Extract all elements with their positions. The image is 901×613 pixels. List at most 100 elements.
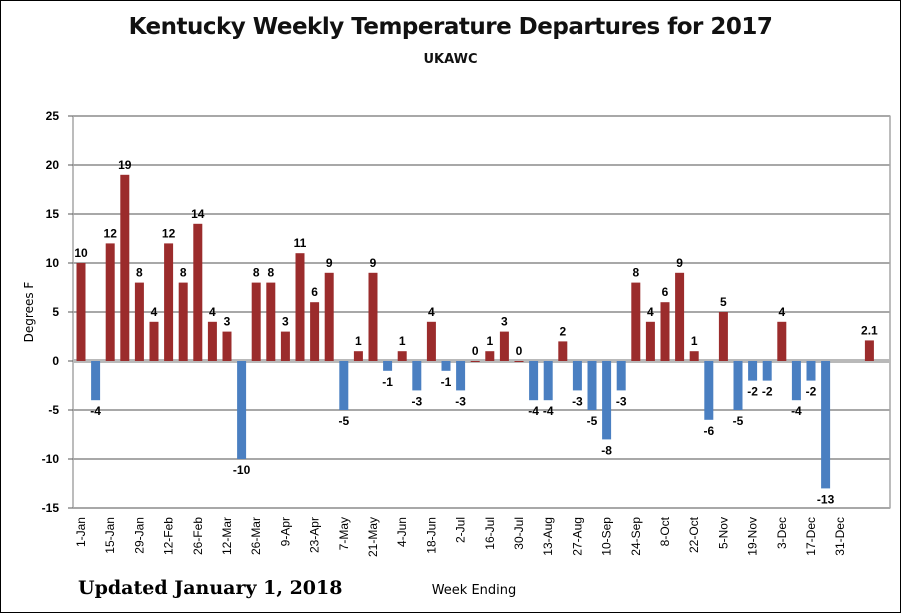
data-label: -3 — [572, 394, 583, 408]
bar-5-Mar — [207, 321, 217, 361]
bar-19-Feb — [178, 282, 188, 361]
y-tick-label: 25 — [46, 109, 60, 123]
x-tick-label: 15-Jan — [103, 517, 117, 554]
bar-19-Nov — [748, 361, 758, 381]
data-label: 8 — [180, 266, 187, 280]
bar-12-Nov — [733, 361, 743, 410]
data-label: 9 — [676, 256, 683, 270]
x-tick-label: 4-Jun — [395, 517, 409, 547]
bar-12-Feb — [164, 243, 174, 361]
data-label: 8 — [253, 266, 260, 280]
y-tick-label: 5 — [52, 305, 59, 319]
data-label: 4 — [209, 305, 216, 319]
data-label: 3 — [224, 315, 231, 329]
bar-5-Feb — [149, 321, 159, 361]
x-tick-label: 2-Jul — [454, 517, 468, 543]
data-label: 10 — [74, 246, 88, 260]
bar-26-Mar — [251, 282, 261, 361]
bar-22-Jan — [120, 174, 130, 361]
x-tick-label: 1-Jan — [74, 517, 88, 547]
data-label: 2 — [559, 324, 566, 338]
bar-26-Feb — [193, 223, 203, 361]
bar-25-Jun — [441, 361, 451, 371]
bar-3-Dec — [777, 321, 787, 361]
data-label: -5 — [338, 414, 349, 428]
data-label: -4 — [543, 404, 554, 418]
data-label: 1 — [486, 334, 493, 348]
bar-6-Aug — [529, 361, 539, 401]
data-label: 1 — [355, 334, 362, 348]
data-label: -3 — [411, 394, 422, 408]
bar-10-Dec — [791, 361, 801, 401]
x-tick-label: 23-Apr — [308, 517, 322, 553]
data-label: -4 — [791, 404, 802, 418]
bar-3-Sep — [587, 361, 597, 410]
bar-16-Jul — [485, 351, 495, 361]
bar-18-Jun — [426, 321, 436, 361]
bar-20-Aug — [558, 341, 568, 361]
x-tick-label: 8-Oct — [658, 516, 672, 546]
x-tick-label: 26-Mar — [249, 517, 263, 555]
updated-note: Updated January 1, 2018 — [78, 577, 343, 599]
bar-23-Jul — [499, 331, 509, 361]
x-tick-label: 30-Jul — [512, 517, 526, 550]
x-tick-label: 31-Dec — [833, 517, 847, 556]
x-tick-label: 29-Jan — [132, 517, 146, 554]
bar-9-Apr — [280, 331, 290, 361]
data-label: 9 — [370, 256, 377, 270]
data-label: -4 — [90, 404, 101, 418]
bar-27-Aug — [572, 361, 582, 391]
data-label: 8 — [136, 266, 143, 280]
x-axis-ticks: 1-Jan 15-Jan 29-Jan 12-Feb 26-Feb 12-Mar 26-Ma… — [74, 516, 847, 557]
data-label: 3 — [282, 315, 289, 329]
y-tick-label: -10 — [42, 452, 60, 466]
data-label: 1 — [691, 334, 698, 348]
bar-29-Jan — [134, 282, 144, 361]
bar-16-Apr — [295, 253, 305, 361]
x-axis-label: Week Ending — [431, 583, 517, 598]
data-label: 19 — [118, 158, 132, 172]
data-label: 6 — [662, 285, 669, 299]
bar-28-May — [383, 361, 393, 371]
data-label: -1 — [382, 375, 393, 389]
data-label: -3 — [616, 394, 627, 408]
data-label: -8 — [601, 443, 612, 457]
data-label: 4 — [778, 305, 785, 319]
chart-subtitle: UKAWC — [423, 52, 478, 67]
bar-8-Jan — [91, 361, 101, 401]
y-axis-label: Degrees F — [22, 281, 36, 343]
bar-9-Jul — [470, 361, 480, 362]
bar-11-Jun — [412, 361, 422, 391]
bar-2-Apr — [266, 282, 276, 361]
data-label: 4 — [428, 305, 435, 319]
y-tick-label: -5 — [48, 403, 59, 417]
data-label: -2 — [806, 385, 817, 399]
data-label: -10 — [233, 463, 251, 477]
data-label: 5 — [720, 295, 727, 309]
x-tick-label: 12-Mar — [220, 517, 234, 555]
bar-5-Nov — [718, 312, 728, 361]
bar-23-Apr — [310, 302, 320, 361]
bar-7-May — [339, 361, 349, 410]
x-tick-label: 19-Nov — [746, 517, 760, 556]
x-tick-label: 22-Oct — [687, 516, 701, 553]
x-tick-label: 10-Sep — [600, 517, 614, 556]
data-label: -5 — [587, 414, 598, 428]
bar-30-Jul — [514, 361, 524, 362]
bar-4-Jun — [397, 351, 407, 361]
x-tick-label: 13-Aug — [541, 517, 555, 556]
x-tick-label: 16-Jul — [483, 517, 497, 550]
data-label: 6 — [311, 285, 318, 299]
data-label: -4 — [528, 404, 539, 418]
data-label: 8 — [632, 266, 639, 280]
bar-21-May — [368, 272, 378, 361]
x-tick-label: 3-Dec — [775, 517, 789, 549]
bar-12-Mar — [222, 331, 232, 361]
bar-22-Oct — [689, 351, 699, 361]
data-label: 9 — [326, 256, 333, 270]
data-label: -2 — [762, 385, 773, 399]
data-label: -5 — [733, 414, 744, 428]
x-tick-label: 27-Aug — [570, 517, 584, 556]
y-tick-label: 0 — [52, 354, 59, 368]
